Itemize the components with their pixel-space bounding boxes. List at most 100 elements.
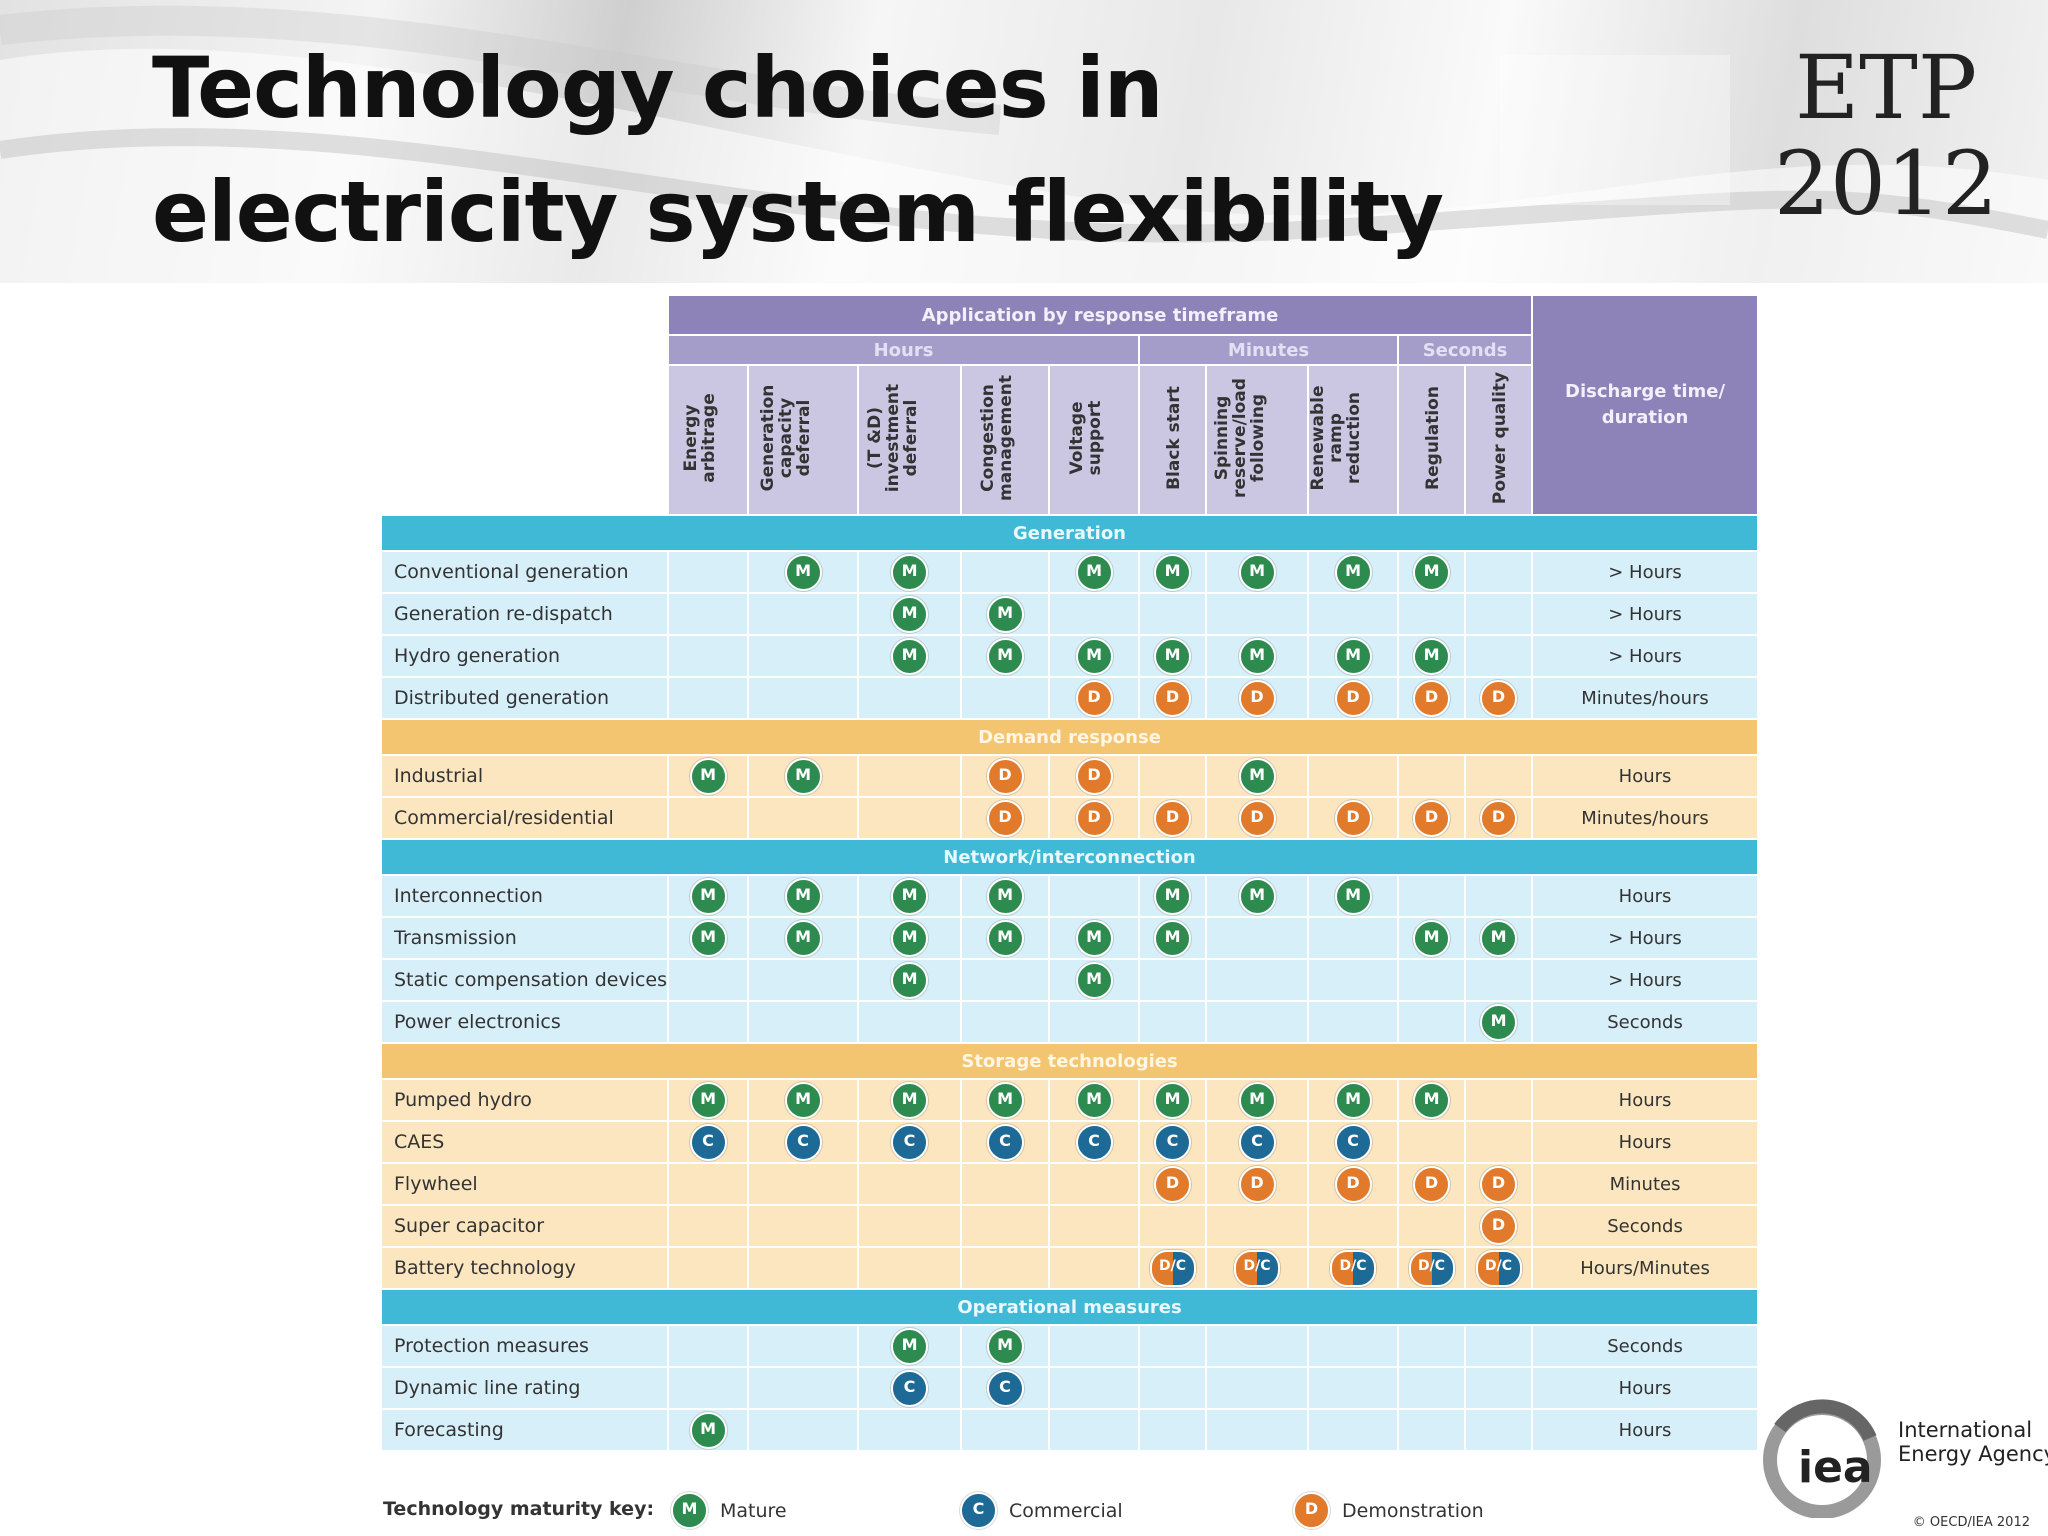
row-label: Flywheel — [379, 1162, 670, 1206]
matrix-cell — [1138, 1366, 1208, 1410]
matrix-cell — [960, 676, 1051, 720]
matrix-cell — [1205, 1324, 1310, 1368]
maturity-key-badge: D — [1293, 1492, 1330, 1529]
column-header: Renewable ramp reduction — [1307, 364, 1400, 516]
maturity-badge: M — [1413, 637, 1451, 675]
matrix-cell — [747, 1162, 860, 1206]
matrix-cell — [1205, 1366, 1310, 1410]
matrix-cell — [1138, 958, 1208, 1002]
maturity-badge: M — [689, 1411, 727, 1449]
matrix-cell: M — [747, 754, 860, 798]
matrix-cell — [747, 796, 860, 840]
matrix-cell: M — [960, 592, 1051, 636]
maturity-badge: D — [1238, 679, 1276, 717]
matrix-cell: M — [1048, 1078, 1141, 1122]
column-header: Spinning reserve/load following — [1205, 364, 1310, 516]
matrix-cell: M — [857, 1324, 963, 1368]
matrix-cell — [1307, 1324, 1400, 1368]
table-row: Industrial M M D D M Hours — [379, 754, 1760, 798]
matrix-cell — [1397, 1000, 1467, 1044]
matrix-cell — [747, 958, 860, 1002]
row-label: Interconnection — [379, 874, 670, 918]
maturity-badge: M — [1154, 1081, 1192, 1119]
matrix-cell: C — [857, 1366, 963, 1410]
matrix-cell: M — [667, 874, 750, 918]
maturity-badge: C — [1075, 1123, 1113, 1161]
maturity-badge: D — [1413, 679, 1451, 717]
discharge-duration: > Hours — [1531, 592, 1760, 636]
maturity-badge: M — [891, 595, 929, 633]
matrix-cell — [667, 1366, 750, 1410]
matrix-cell: M — [857, 916, 963, 960]
matrix-cell: D/C — [1307, 1246, 1400, 1290]
section-row: Storage technologies — [379, 1042, 1760, 1080]
matrix-cell — [1048, 874, 1141, 918]
row-label: Battery technology — [379, 1246, 670, 1290]
row-label: Generation re-dispatch — [379, 592, 670, 636]
matrix-cell: M — [1397, 634, 1467, 678]
matrix-cell: D — [1464, 1204, 1534, 1248]
matrix-cell: M — [1397, 916, 1467, 960]
discharge-duration: Seconds — [1531, 1000, 1760, 1044]
matrix-cell — [857, 754, 963, 798]
header-row-timeframe: Hours Minutes Seconds — [381, 334, 1758, 366]
maturity-badge: D/C — [1475, 1249, 1522, 1287]
maturity-badge: M — [1075, 1081, 1113, 1119]
row-label: CAES — [379, 1120, 670, 1164]
maturity-badge: D — [1413, 799, 1451, 837]
maturity-badge: D — [1480, 1165, 1518, 1203]
table-row: Forecasting M Hours — [379, 1408, 1760, 1452]
section-row: Network/interconnection — [379, 838, 1760, 876]
matrix-cell — [1138, 592, 1208, 636]
matrix-cell — [667, 958, 750, 1002]
matrix-cell — [960, 1204, 1051, 1248]
maturity-badge: C — [784, 1123, 822, 1161]
matrix-cell: M — [667, 1078, 750, 1122]
table-row: Distributed generation D D D D D D Minutes/hour… — [379, 676, 1760, 720]
maturity-badge: D — [1154, 679, 1192, 717]
maturity-badge: M — [1154, 919, 1192, 957]
matrix-cell: M — [1138, 1078, 1208, 1122]
matrix-cell — [1464, 592, 1534, 636]
maturity-badge: D — [1154, 1165, 1192, 1203]
matrix-cell — [1464, 1408, 1534, 1452]
maturity-badge: C — [689, 1123, 727, 1161]
table-row: Pumped hydro M M M M M M M M M Hours — [379, 1078, 1760, 1122]
maturity-badge: D/C — [1234, 1249, 1281, 1287]
matrix-cell: D — [1464, 796, 1534, 840]
discharge-duration: > Hours — [1531, 634, 1760, 678]
matrix-cell: D — [1397, 796, 1467, 840]
column-header: Voltage support — [1048, 364, 1141, 516]
matrix-cell: D — [1397, 676, 1467, 720]
matrix-cell — [1138, 1408, 1208, 1452]
maturity-badge: M — [784, 919, 822, 957]
matrix-cell: C — [1307, 1120, 1400, 1164]
matrix-cell — [747, 1204, 860, 1248]
matrix-cell: C — [1138, 1120, 1208, 1164]
maturity-badge: M — [1480, 1003, 1518, 1041]
maturity-badge: M — [1154, 553, 1192, 591]
maturity-badge: C — [1154, 1123, 1192, 1161]
matrix-cell — [747, 1408, 860, 1452]
matrix-cell — [1464, 1120, 1534, 1164]
matrix-cell: D — [1397, 1162, 1467, 1206]
matrix-cell — [1464, 958, 1534, 1002]
maturity-badge: D — [1075, 799, 1113, 837]
matrix-cell — [1464, 1324, 1534, 1368]
matrix-cell: D — [1138, 796, 1208, 840]
maturity-badge: M — [1413, 919, 1451, 957]
matrix-cell: M — [1205, 550, 1310, 594]
maturity-badge: M — [891, 553, 929, 591]
matrix-cell — [667, 1324, 750, 1368]
matrix-cell: M — [1048, 550, 1141, 594]
matrix-cell — [1138, 1324, 1208, 1368]
row-label: Power electronics — [379, 1000, 670, 1044]
table-row: Static compensation devices M M > Hours — [379, 958, 1760, 1002]
matrix-cell: M — [667, 916, 750, 960]
matrix-cell — [1048, 1000, 1141, 1044]
maturity-badge: M — [1238, 757, 1276, 795]
table-row: Generation re-dispatch M M > Hours — [379, 592, 1760, 636]
matrix-cell: M — [1464, 1000, 1534, 1044]
matrix-cell — [747, 592, 860, 636]
matrix-cell — [1307, 1408, 1400, 1452]
